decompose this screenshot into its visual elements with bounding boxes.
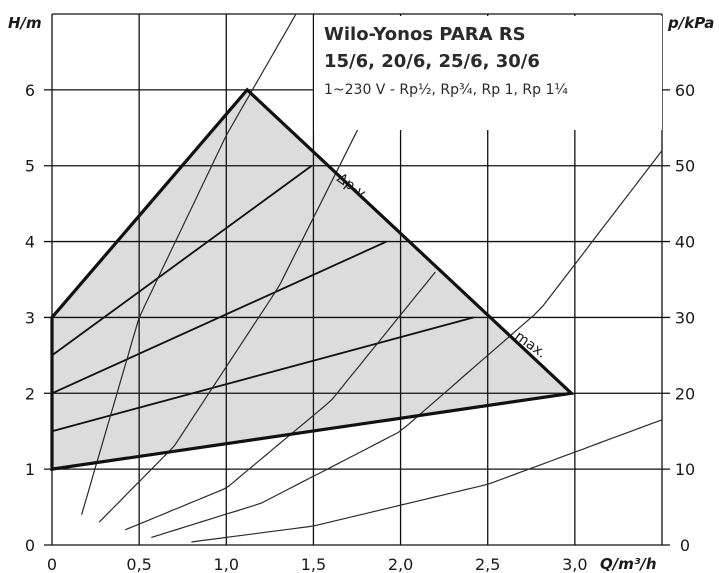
y-tick-label: 0 xyxy=(25,536,35,555)
y2-tick-label: 0 xyxy=(680,536,690,555)
x-tick-label: 0 xyxy=(47,555,57,573)
x-tick-label: 1,5 xyxy=(301,555,326,573)
operating-boundary-layer xyxy=(50,87,575,471)
title-box xyxy=(314,16,662,130)
system-curve xyxy=(98,44,402,523)
x-tick-label: 2,5 xyxy=(475,555,500,573)
x-tick-label: 3,0 xyxy=(562,555,587,573)
system-curve xyxy=(151,150,663,538)
speed-line xyxy=(51,164,313,357)
speed-lines-layer xyxy=(51,164,475,433)
system-curves-layer xyxy=(81,13,663,543)
system-curve xyxy=(81,13,297,515)
y2-tick-label: 10 xyxy=(675,460,695,479)
operating-field xyxy=(52,89,572,470)
operating-field-layer xyxy=(52,89,572,470)
y-tick-label: 5 xyxy=(25,157,35,176)
speed-line xyxy=(51,240,388,395)
y2-tick-label: 60 xyxy=(675,81,695,100)
y-tick-label: 4 xyxy=(25,233,35,252)
x-axis-title: Q/m³/h xyxy=(600,555,657,573)
x-tick-label: 1,0 xyxy=(214,555,239,573)
y2-tick-label: 30 xyxy=(675,308,695,327)
system-curve xyxy=(191,419,663,543)
chart-subtitle: 15/6, 20/6, 25/6, 30/6 xyxy=(324,51,540,72)
y-tick-label: 1 xyxy=(25,460,35,479)
y2-tick-label: 50 xyxy=(675,157,695,176)
y-axis-title: H/m xyxy=(8,14,42,32)
y2-axis-title: p/kPa xyxy=(667,14,714,32)
operating-boundary xyxy=(50,87,575,471)
y2-tick-label: 20 xyxy=(675,384,695,403)
x-tick-label: 0,5 xyxy=(126,555,151,573)
y-tick-label: 3 xyxy=(25,308,35,327)
chart-caption: 1~230 V - Rp½, Rp¾, Rp 1, Rp 1¼ xyxy=(324,82,568,98)
y-tick-label: 6 xyxy=(25,81,35,100)
y-tick-label: 2 xyxy=(25,384,35,403)
chart-title: Wilo-Yonos PARA RS xyxy=(324,24,526,45)
x-tick-label: 2,0 xyxy=(388,555,413,573)
system-curve xyxy=(124,271,436,531)
speed-line xyxy=(51,316,475,433)
y2-tick-label: 40 xyxy=(675,233,695,252)
